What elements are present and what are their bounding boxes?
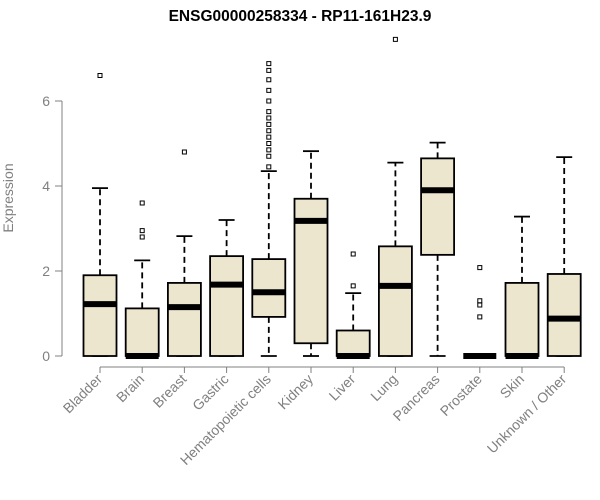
box: [377, 245, 413, 357]
outlier-point: [266, 98, 272, 104]
x-tick-label: Unknown / Other: [484, 371, 570, 457]
outlier-point: [139, 200, 145, 206]
x-tick-label: Breast: [150, 371, 190, 411]
outlier-point: [477, 302, 483, 308]
outlier-point: [266, 87, 272, 93]
outlier-point: [350, 283, 356, 289]
box: [420, 157, 456, 256]
y-tick-label: 6: [42, 93, 50, 109]
box: [166, 281, 202, 357]
box: [546, 273, 582, 357]
outlier-point: [266, 67, 272, 73]
y-tick-label: 2: [42, 263, 50, 279]
x-tick-label: Liver: [326, 371, 359, 404]
outlier-point: [350, 251, 356, 257]
outlier-point: [266, 61, 272, 67]
y-tick-label: 4: [42, 178, 50, 194]
outlier-point: [392, 36, 398, 42]
outlier-point: [181, 149, 187, 155]
outlier-point: [266, 141, 272, 146]
box: [504, 281, 540, 357]
x-tick-label: Prostate: [437, 371, 485, 419]
outlier-point: [477, 314, 483, 320]
x-tick-label: Pancreas: [390, 371, 443, 424]
outlier-point: [266, 128, 272, 134]
box: [251, 258, 287, 318]
x-tick-label: Bladder: [60, 371, 106, 417]
x-tick-label: Skin: [497, 371, 528, 402]
outlier-point: [477, 265, 483, 271]
outlier-point: [477, 298, 483, 304]
outlier-point: [266, 147, 272, 153]
outlier-point: [266, 77, 272, 83]
outlier-point: [266, 153, 272, 159]
chart-title: ENSG00000258334 - RP11-161H23.9: [168, 8, 432, 25]
outlier-point: [266, 115, 272, 121]
box: [335, 329, 371, 357]
outlier-point: [266, 164, 272, 170]
x-tick-label: Lung: [367, 371, 400, 404]
outlier-point: [139, 234, 145, 240]
outlier-point: [97, 73, 103, 78]
outlier-point: [139, 228, 145, 234]
box: [124, 307, 160, 357]
outlier-point: [266, 121, 272, 127]
x-tick-label: Brain: [113, 371, 147, 405]
y-tick-label: 0: [42, 348, 50, 364]
outlier-point: [266, 134, 272, 140]
outlier-point: [266, 109, 272, 115]
box: [209, 255, 245, 357]
box: [82, 274, 118, 357]
x-tick-label: Kidney: [275, 371, 317, 413]
